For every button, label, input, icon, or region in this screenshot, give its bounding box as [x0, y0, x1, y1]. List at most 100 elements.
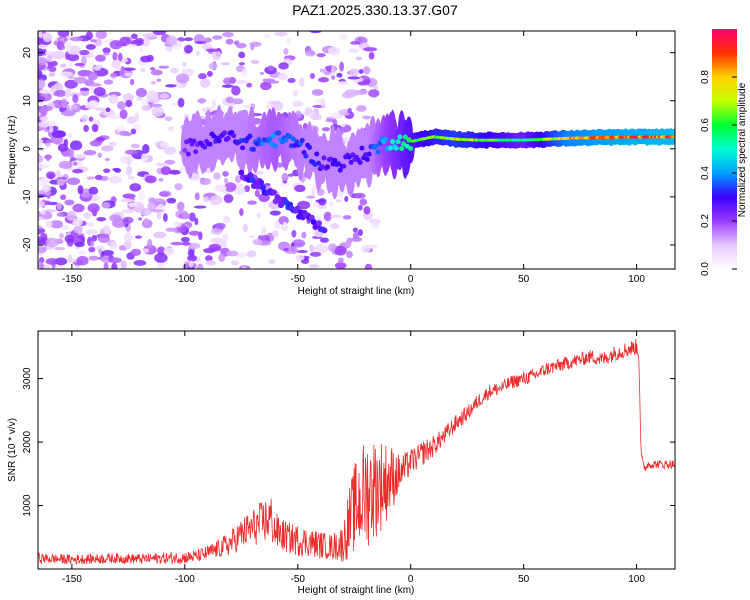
spectrogram-y-ticks: -20 -10 0 10 20 [22, 47, 675, 252]
spectrogram-noise-blob [154, 253, 168, 263]
spectrogram-noise-blob [87, 71, 98, 81]
ridge-core [276, 130, 282, 136]
snr-y-label: SNR (10 * v/v) [7, 418, 18, 482]
spectrogram-noise-blob [328, 243, 338, 252]
spectrogram-noise-blob [324, 65, 332, 70]
spectrogram-noise-blob [90, 39, 97, 43]
spectrogram-blobs [38, 31, 381, 269]
spectrogram-noise-blob [194, 217, 199, 226]
spectrogram-noise-blob [305, 195, 316, 199]
spectrogram-noise-blob [155, 162, 168, 167]
spectrogram-noise-blob [88, 246, 96, 253]
spectrogram-noise-blob [344, 89, 359, 98]
spectrogram-noise-blob [282, 221, 288, 230]
spectrogram-noise-blob [67, 254, 73, 264]
spectrogram-noise-blob [45, 171, 56, 180]
spectrogram-noise-blob [78, 49, 90, 56]
spectrogram-noise-blob [57, 31, 70, 38]
spectrogram-noise-blob [88, 255, 99, 261]
spectrogram-noise-blob [301, 231, 307, 239]
ridge-core [350, 152, 356, 158]
spectrogram-noise-blob [56, 178, 66, 186]
spectrogram-noise-blob [309, 244, 315, 253]
spectrogram-noise-blob [118, 130, 130, 136]
spectrogram-noise-blob [368, 52, 375, 60]
spectrogram-noise-blob [360, 244, 371, 253]
snr-line [38, 338, 675, 565]
spectrogram-noise-blob [83, 212, 92, 219]
spectrogram-noise-blob [223, 215, 231, 224]
spectrogram-noise-blob [260, 226, 267, 236]
spectrogram-noise-blob [130, 143, 140, 149]
spectrogram-signal-ridge [180, 104, 675, 234]
ridge-branch [247, 172, 254, 179]
ridge-branch [294, 205, 301, 212]
spectrogram-noise-blob [85, 31, 93, 40]
x-tick-label: -150 [62, 574, 82, 585]
spectrogram-noise-blob [346, 250, 353, 259]
spectrogram-noise-blob [101, 145, 114, 152]
spectrogram-noise-blob [173, 221, 182, 228]
spectrogram-noise-blob [64, 199, 75, 206]
x-tick-label: -50 [291, 274, 306, 285]
spectrogram-noise-blob [319, 237, 330, 243]
spectrogram-noise-blob [344, 195, 349, 203]
ridge-branch [238, 169, 245, 176]
spectrogram-noise-blob [72, 168, 84, 174]
spectrogram-noise-blob [73, 76, 88, 84]
spectrogram-noise-blob [39, 116, 49, 122]
spectrogram-noise-blob [187, 254, 198, 262]
spectrogram-noise-blob [95, 54, 106, 62]
spectrogram-noise-blob [268, 80, 280, 84]
spectrogram-noise-blob [38, 196, 41, 203]
y-tick-label: 1000 [22, 494, 33, 517]
spectrogram-noise-blob [183, 113, 190, 119]
ridge-core [316, 160, 322, 166]
spectrogram-noise-blob [294, 184, 306, 193]
spectrogram-noise-blob [45, 154, 51, 162]
spectrogram-noise-blob [158, 191, 170, 197]
spectrogram-noise-blob [372, 85, 379, 90]
spectrogram-noise-blob [208, 62, 218, 70]
spectrogram-noise-blob [59, 232, 64, 239]
ridge-branch [258, 179, 265, 186]
ridge-core [357, 159, 363, 165]
spectrogram-noise-blob [304, 107, 313, 116]
spectrogram-noise-blob [38, 231, 44, 235]
spectrogram-noise-blob [69, 36, 84, 42]
spectrogram-noise-blob [117, 52, 123, 62]
spectrogram-noise-blob [318, 198, 327, 206]
x-tick-label: 0 [408, 274, 414, 285]
spectrogram-noise-blob [299, 77, 305, 87]
spectrogram-noise-blob [225, 96, 234, 104]
spectrogram-noise-blob [54, 257, 68, 266]
spectrogram-noise-blob [201, 106, 214, 113]
spectrogram-noise-blob [38, 57, 47, 66]
spectrogram-noise-blob [45, 220, 53, 228]
spectrogram-noise-blob [123, 232, 133, 242]
spectrogram-noise-blob [42, 32, 53, 43]
spectrogram-noise-blob [38, 111, 42, 118]
spectrogram-noise-blob [265, 104, 275, 110]
spectrogram-noise-blob [371, 220, 380, 229]
spectrogram-noise-blob [38, 138, 44, 144]
spectrogram-noise-blob [150, 209, 164, 213]
ridge-branch [270, 189, 277, 196]
spectrogram-noise-blob [72, 203, 85, 213]
spectrogram-noise-blob [150, 80, 157, 85]
spectrogram-noise-blob [292, 90, 299, 97]
spectrogram-noise-blob [119, 109, 128, 120]
spectrogram-noise-blob [166, 197, 177, 204]
spectrogram-noise-blob [354, 89, 368, 96]
spectrogram-noise-blob [66, 211, 77, 221]
spectrogram-noise-blob [332, 118, 338, 126]
spectrogram-noise-blob [39, 177, 50, 188]
ridge-core [272, 143, 278, 149]
spectrogram-noise-blob [204, 37, 212, 43]
ridge-core [267, 136, 273, 142]
spectrogram-noise-blob [357, 81, 370, 86]
spectrogram-noise-blob [331, 75, 336, 80]
spectrogram-noise-blob [242, 223, 248, 233]
spectrogram-noise-blob [122, 93, 134, 103]
